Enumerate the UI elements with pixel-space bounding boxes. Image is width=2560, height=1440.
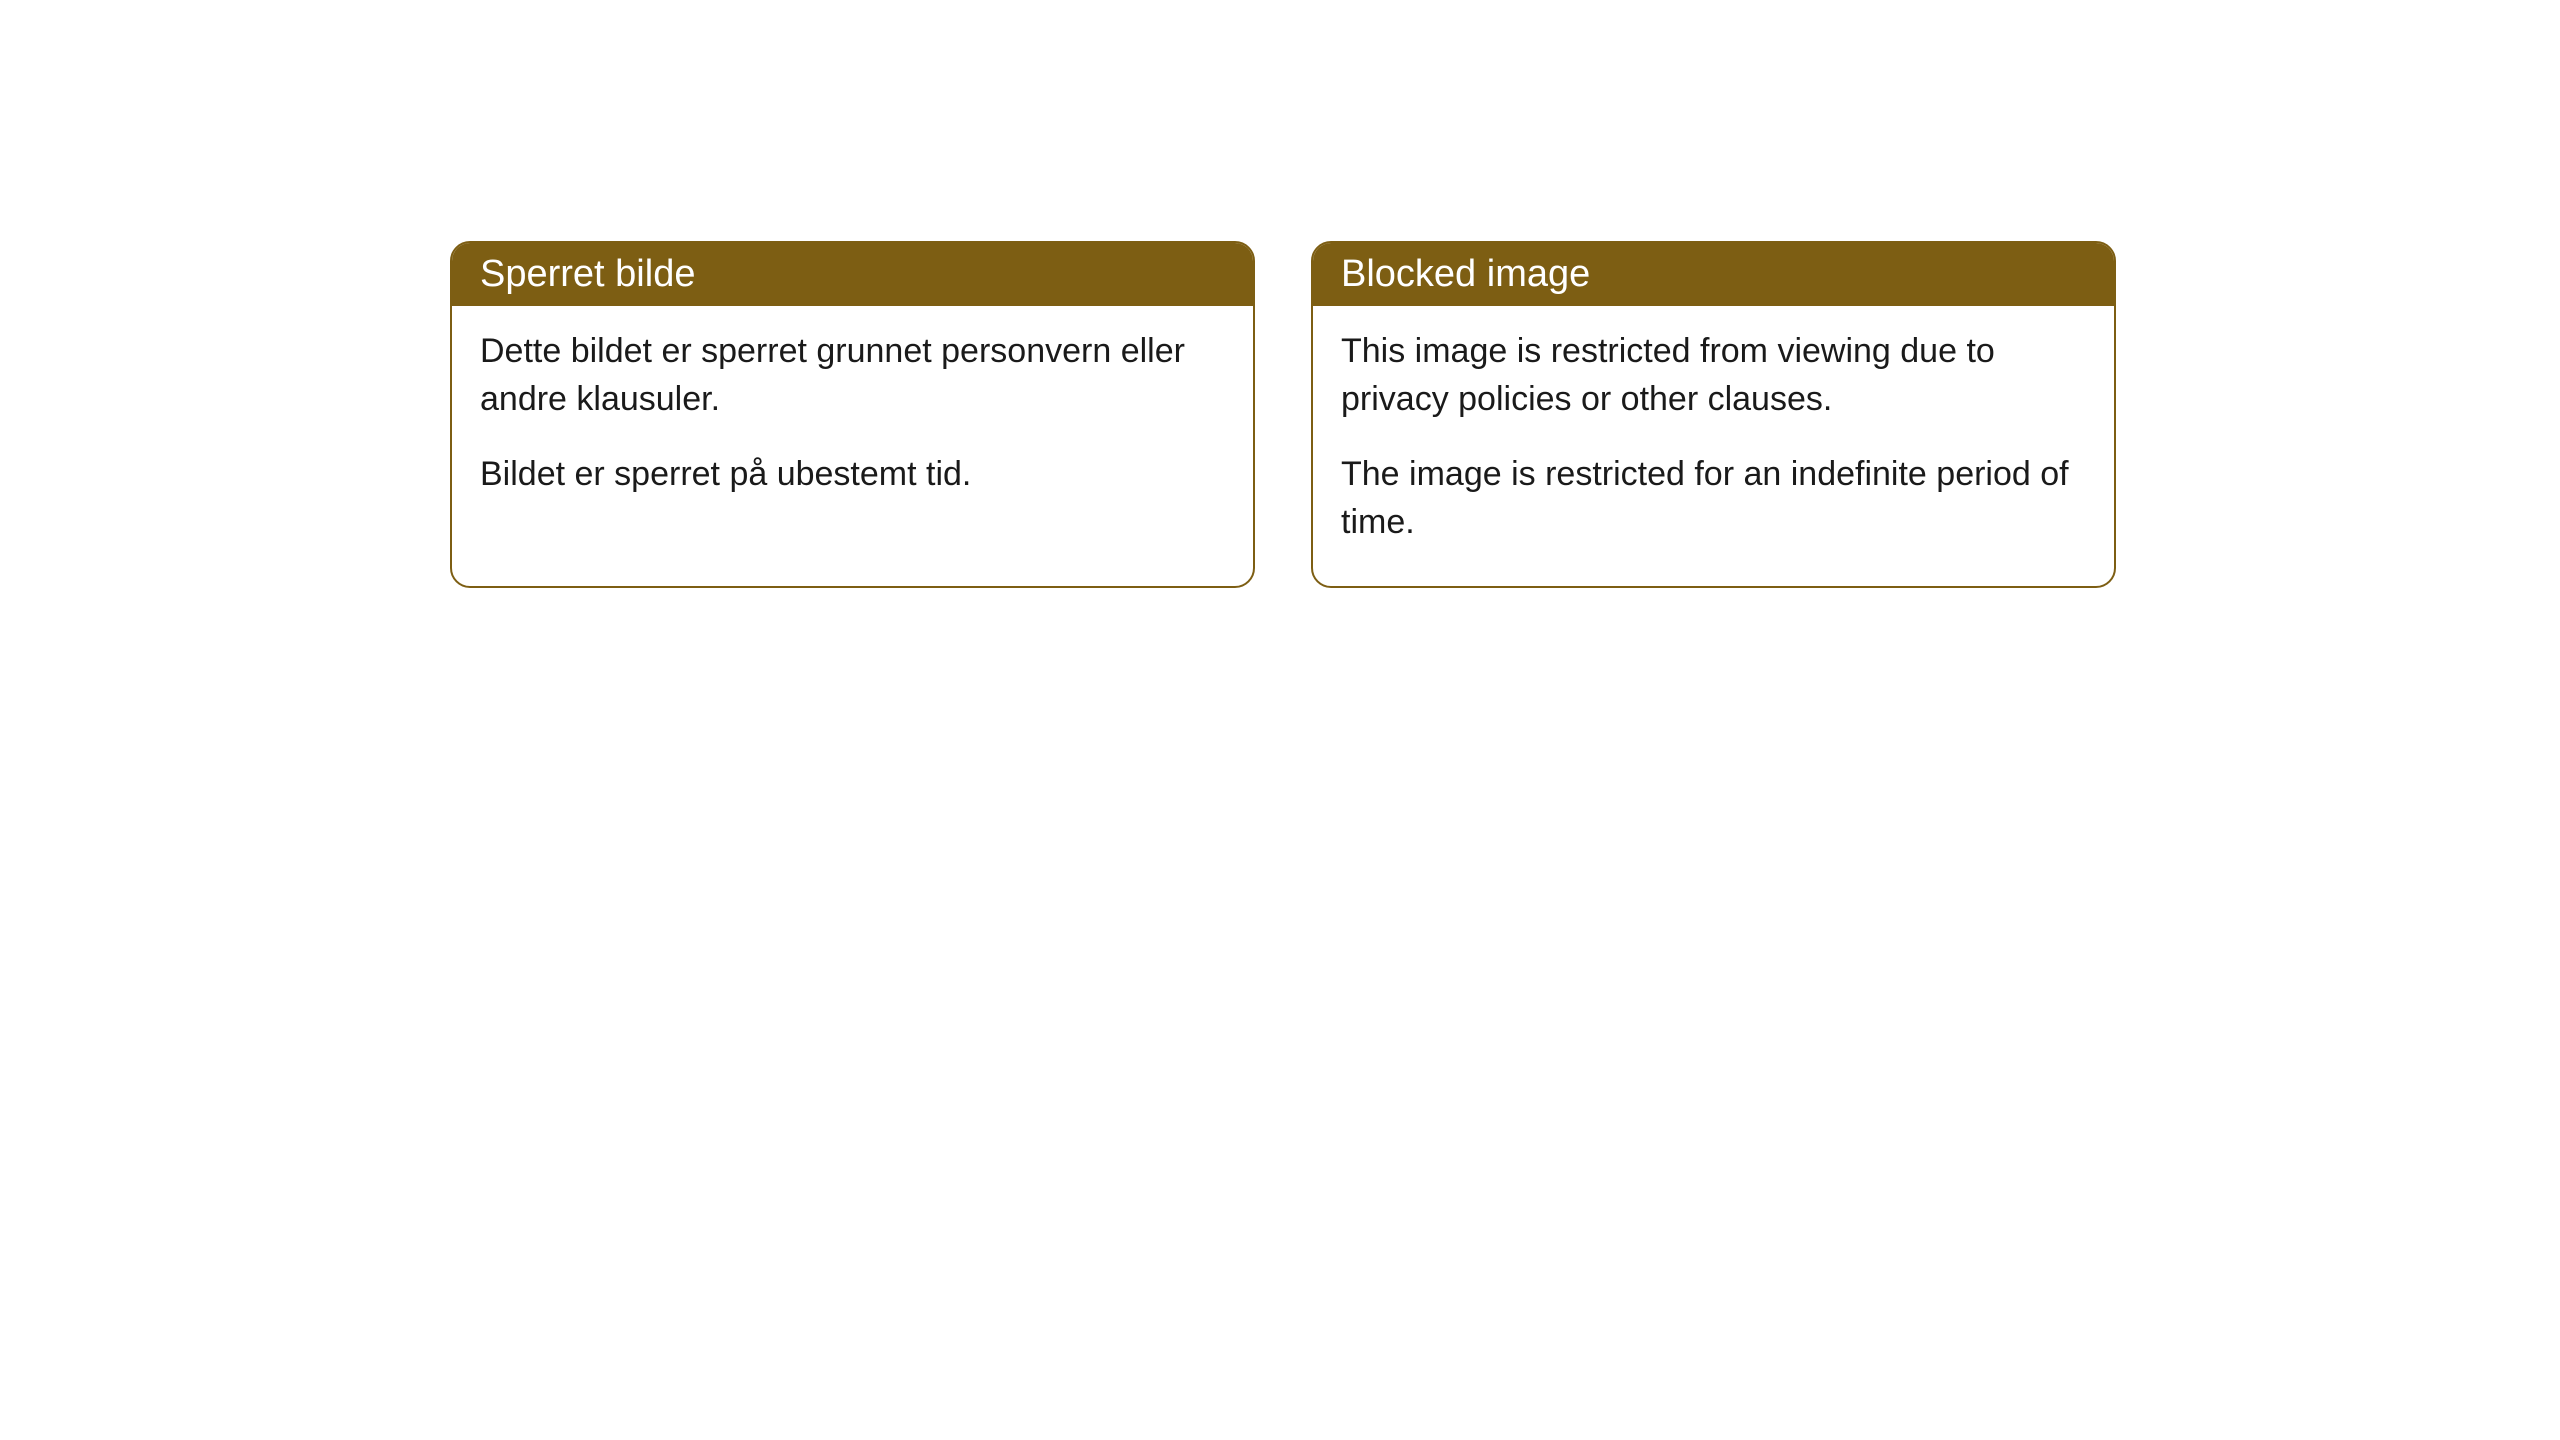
notice-text-duration: Bildet er sperret på ubestemt tid. bbox=[480, 451, 1225, 499]
card-body: Dette bildet er sperret grunnet personve… bbox=[452, 306, 1253, 539]
notice-text-duration: The image is restricted for an indefinit… bbox=[1341, 451, 2086, 546]
card-header: Sperret bilde bbox=[452, 243, 1253, 306]
notice-text-reason: Dette bildet er sperret grunnet personve… bbox=[480, 328, 1225, 423]
blocked-image-card-norwegian: Sperret bilde Dette bildet er sperret gr… bbox=[450, 241, 1255, 588]
card-header: Blocked image bbox=[1313, 243, 2114, 306]
notice-cards-container: Sperret bilde Dette bildet er sperret gr… bbox=[450, 241, 2116, 588]
card-body: This image is restricted from viewing du… bbox=[1313, 306, 2114, 586]
notice-text-reason: This image is restricted from viewing du… bbox=[1341, 328, 2086, 423]
blocked-image-card-english: Blocked image This image is restricted f… bbox=[1311, 241, 2116, 588]
